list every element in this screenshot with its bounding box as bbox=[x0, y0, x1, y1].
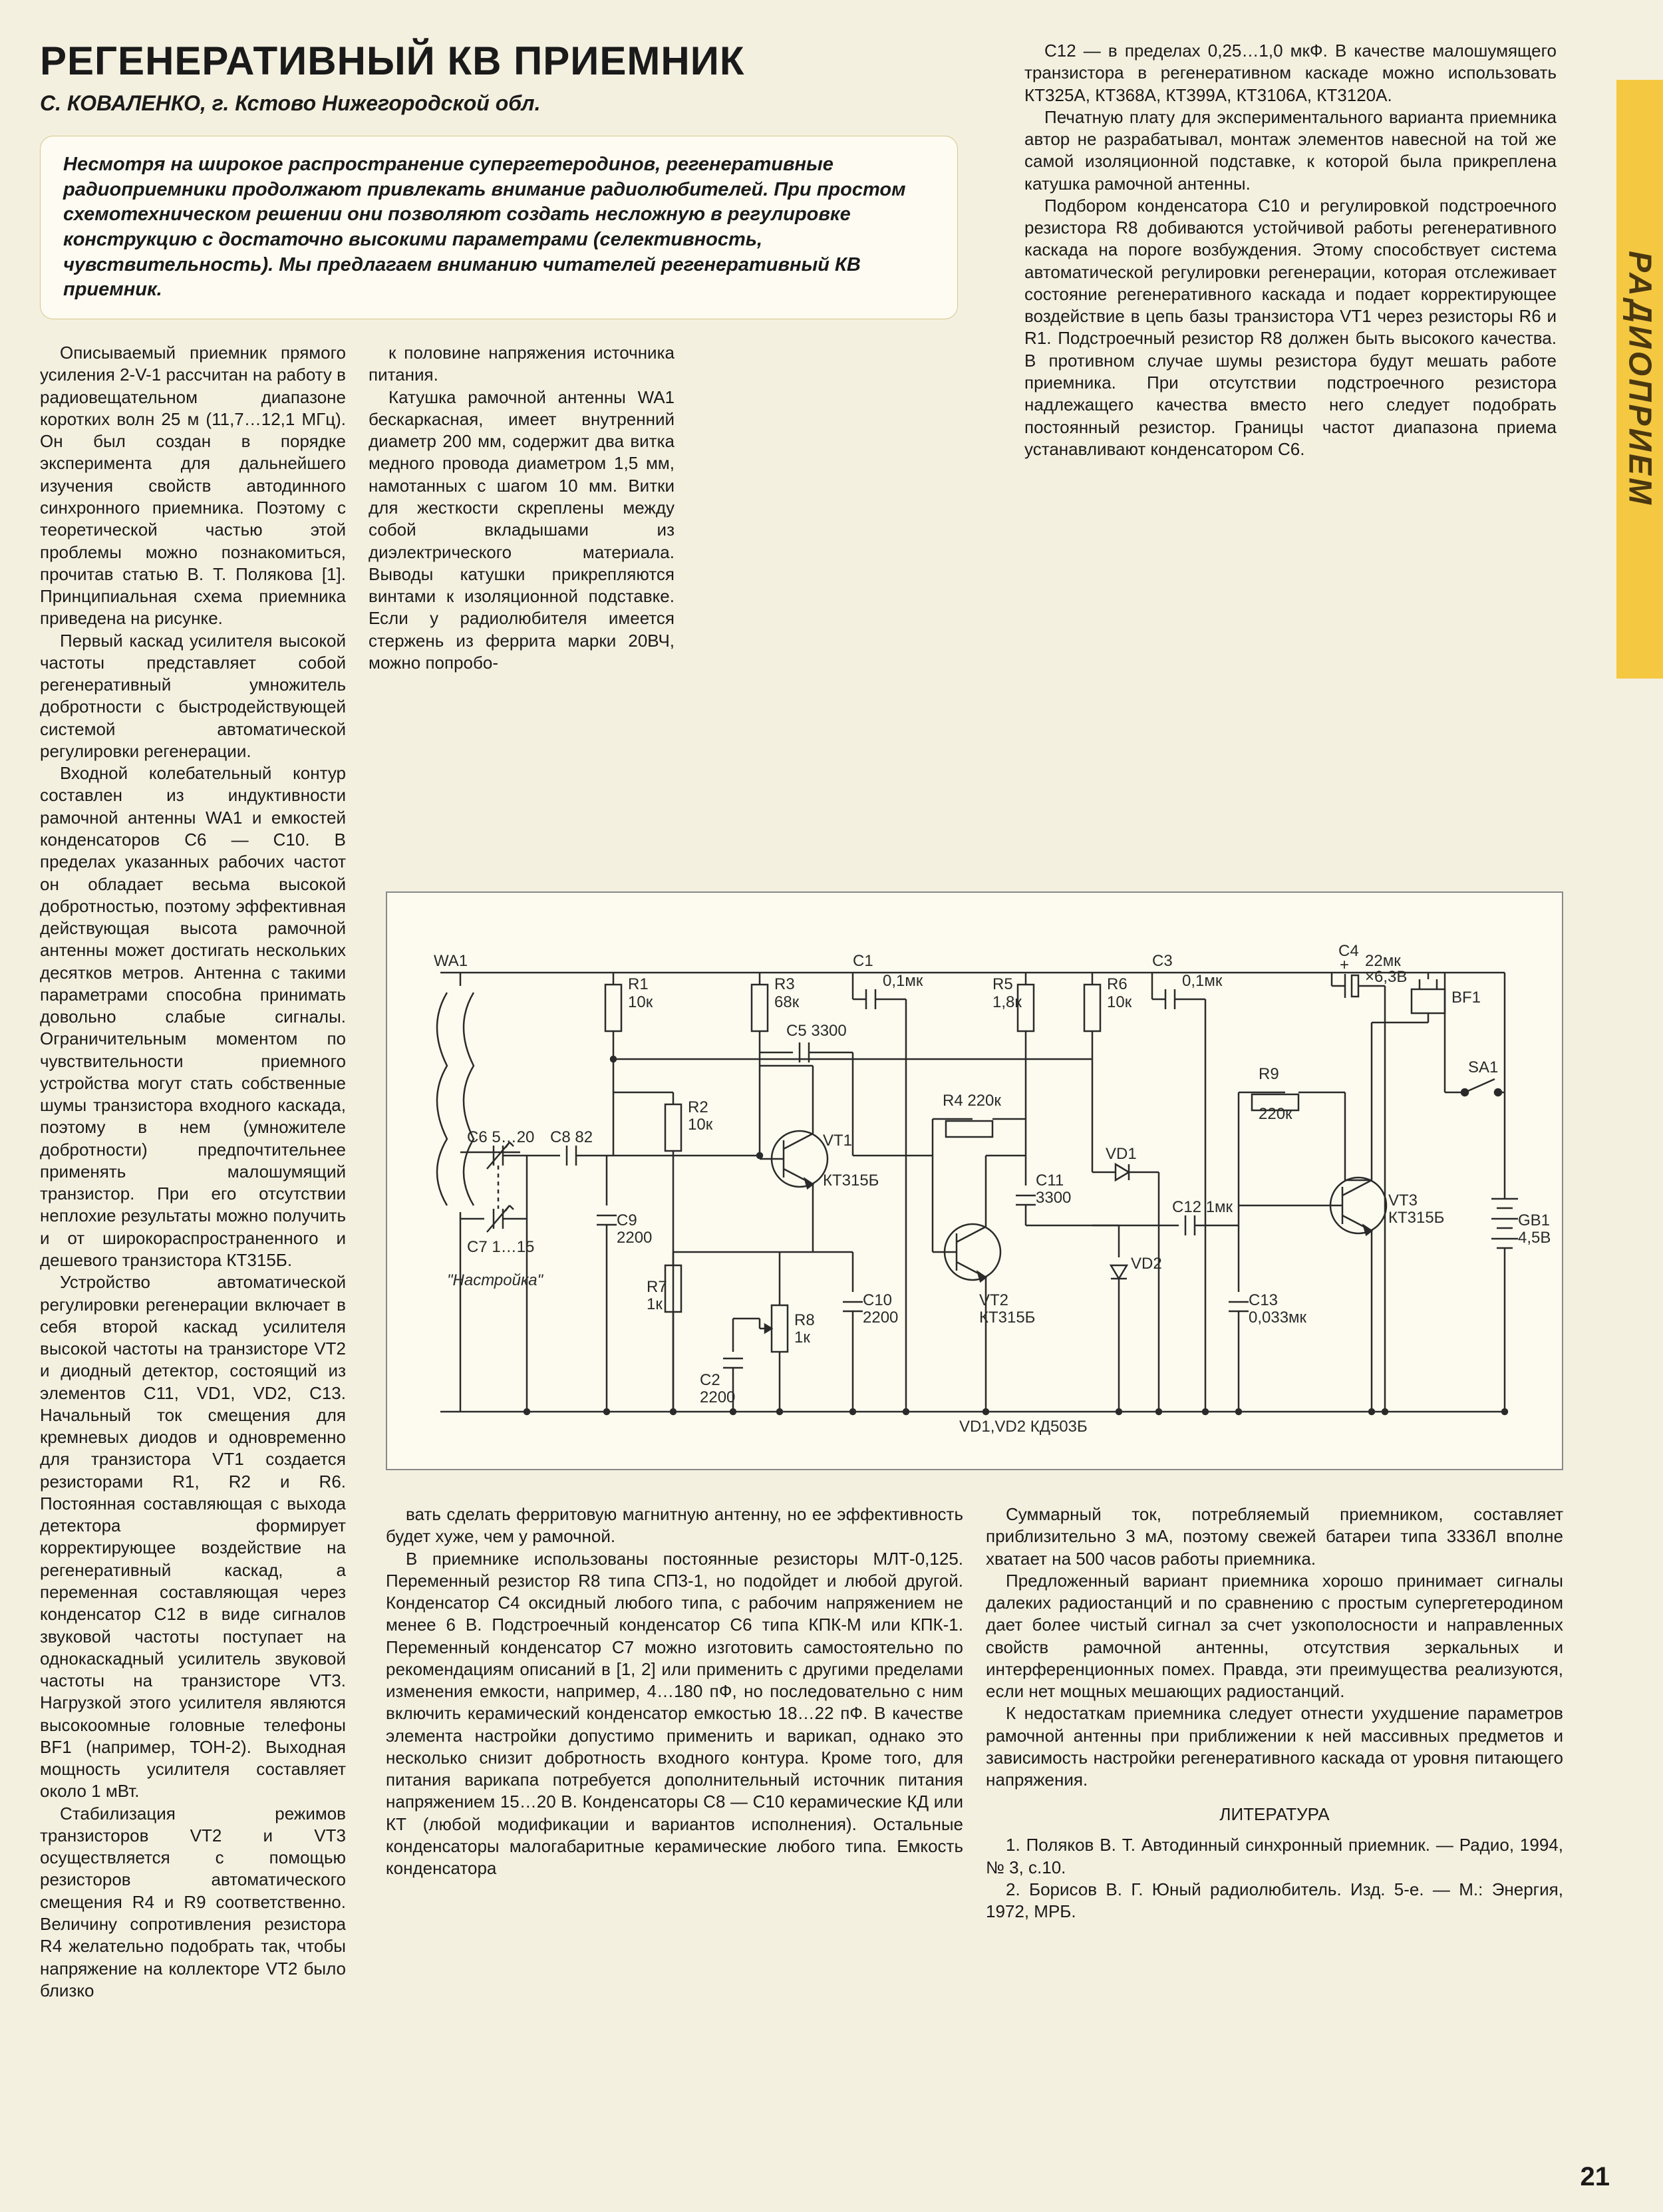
svg-text:GB1: GB1 bbox=[1518, 1211, 1550, 1229]
body-text: Подбором конденсатора С10 и регулировкой… bbox=[1024, 195, 1557, 460]
intro-box: Несмотря на широкое распространение супе… bbox=[40, 136, 958, 319]
svg-text:VT2: VT2 bbox=[979, 1291, 1008, 1309]
svg-text:C3: C3 bbox=[1152, 952, 1173, 970]
svg-text:10к: 10к bbox=[688, 1116, 713, 1134]
svg-text:VD1: VD1 bbox=[1106, 1145, 1137, 1163]
lower-column-1: вать сделать ферритовую магнитную антенн… bbox=[386, 1503, 963, 1923]
svg-text:R9: R9 bbox=[1259, 1065, 1279, 1083]
literature-heading: ЛИТЕРАТУРА bbox=[986, 1804, 1563, 1825]
svg-text:WA1: WA1 bbox=[434, 952, 468, 970]
svg-text:VT1: VT1 bbox=[823, 1132, 852, 1150]
svg-text:VD2: VD2 bbox=[1131, 1255, 1162, 1273]
lower-columns: вать сделать ферритовую магнитную антенн… bbox=[386, 1503, 1563, 1923]
svg-text:10к: 10к bbox=[1107, 993, 1132, 1011]
svg-text:68к: 68к bbox=[774, 993, 800, 1011]
svg-text:3300: 3300 bbox=[1036, 1189, 1071, 1207]
svg-text:C13: C13 bbox=[1249, 1291, 1278, 1309]
body-text: Предложенный вариант приемника хорошо пр… bbox=[986, 1570, 1563, 1703]
body-text: Описываемый приемник прямого усиления 2-… bbox=[40, 342, 346, 629]
circuit-schematic: WA1 C6 5…20 C7 1…15 C8 82 C9 2200 "Настр… bbox=[386, 891, 1563, 1470]
svg-text:"Настройка": "Настройка" bbox=[447, 1271, 544, 1289]
page-number: 21 bbox=[1581, 2162, 1610, 2192]
body-text: В приемнике использованы постоянные рези… bbox=[386, 1548, 963, 1880]
body-text: Печатную плату для экспериментального ва… bbox=[1024, 106, 1557, 195]
svg-text:1к: 1к bbox=[794, 1329, 810, 1346]
svg-text:C10: C10 bbox=[863, 1291, 892, 1309]
svg-text:BF1: BF1 bbox=[1451, 989, 1481, 1007]
svg-text:C12 1мк: C12 1мк bbox=[1172, 1198, 1233, 1216]
body-text: Устройство автоматической регулировки ре… bbox=[40, 1271, 346, 1802]
svg-text:C7 1…15: C7 1…15 bbox=[467, 1238, 534, 1256]
svg-text:КТ315Б: КТ315Б bbox=[979, 1309, 1035, 1327]
svg-text:C11: C11 bbox=[1036, 1172, 1064, 1189]
body-text: Суммарный ток, потребляемый приемником, … bbox=[986, 1503, 1563, 1570]
svg-text:SA1: SA1 bbox=[1468, 1058, 1498, 1076]
svg-text:C5 3300: C5 3300 bbox=[786, 1022, 847, 1040]
svg-text:R2: R2 bbox=[688, 1098, 708, 1116]
lower-column-2: Суммарный ток, потребляемый приемником, … bbox=[986, 1503, 1563, 1923]
body-text: вать сделать ферритовую магнитную антенн… bbox=[386, 1503, 963, 1548]
svg-text:1,8к: 1,8к bbox=[992, 993, 1022, 1011]
svg-text:C6 5…20: C6 5…20 bbox=[467, 1128, 534, 1146]
svg-text:VD1,VD2 КД503Б: VD1,VD2 КД503Б bbox=[959, 1418, 1088, 1436]
svg-text:C2: C2 bbox=[700, 1371, 720, 1389]
svg-text:R3: R3 bbox=[774, 975, 795, 993]
svg-text:2200: 2200 bbox=[700, 1388, 735, 1406]
svg-text:220к: 220к bbox=[1259, 1105, 1292, 1123]
intro-text: Несмотря на широкое распространение супе… bbox=[63, 152, 935, 303]
svg-text:2200: 2200 bbox=[617, 1229, 652, 1247]
svg-text:R8: R8 bbox=[794, 1311, 815, 1329]
body-text: К недостаткам приемника следует отнести … bbox=[986, 1702, 1563, 1791]
svg-text:10к: 10к bbox=[628, 993, 653, 1011]
svg-text:R1: R1 bbox=[628, 975, 649, 993]
body-text: Первый каскад усилителя высокой частоты … bbox=[40, 630, 346, 763]
body-text: Входной колебательный контур составлен и… bbox=[40, 762, 346, 1271]
column-3-top: С12 — в пределах 0,25…1,0 мкФ. В качеств… bbox=[1024, 40, 1557, 460]
body-text: к половине напряжения источника питания. bbox=[369, 342, 675, 387]
svg-text:R5: R5 bbox=[992, 975, 1013, 993]
svg-text:КТ315Б: КТ315Б bbox=[823, 1172, 879, 1189]
literature-item: 2. Борисов В. Г. Юный радиолюбитель. Изд… bbox=[986, 1879, 1563, 1923]
svg-text:0,1мк: 0,1мк bbox=[883, 972, 923, 990]
svg-text:R6: R6 bbox=[1107, 975, 1128, 993]
svg-text:КТ315Б: КТ315Б bbox=[1388, 1209, 1444, 1227]
svg-text:×6,3В: ×6,3В bbox=[1365, 968, 1407, 986]
svg-text:1к: 1к bbox=[647, 1295, 663, 1313]
svg-text:0,1мк: 0,1мк bbox=[1182, 972, 1223, 990]
svg-text:C8 82: C8 82 bbox=[550, 1128, 593, 1146]
svg-text:C1: C1 bbox=[853, 952, 873, 970]
svg-text:4,5В: 4,5В bbox=[1518, 1229, 1551, 1247]
literature-item: 1. Поляков В. Т. Автодинный синхронный п… bbox=[986, 1834, 1563, 1879]
svg-text:2200: 2200 bbox=[863, 1309, 898, 1327]
svg-text:VT3: VT3 bbox=[1388, 1191, 1418, 1209]
svg-text:22мк: 22мк bbox=[1365, 952, 1401, 970]
section-tab: РАДИОПРИЕМ bbox=[1616, 80, 1663, 679]
body-text: Катушка рамочной антенны WA1 бескаркасна… bbox=[369, 387, 675, 674]
svg-text:C4: C4 bbox=[1338, 942, 1359, 960]
svg-text:0,033мк: 0,033мк bbox=[1249, 1309, 1307, 1327]
body-text: Стабилизация режимов транзисторов VT2 и … bbox=[40, 1803, 346, 2002]
body-text: С12 — в пределах 0,25…1,0 мкФ. В качеств… bbox=[1024, 40, 1557, 106]
svg-text:C9: C9 bbox=[617, 1211, 637, 1229]
column-1: Описываемый приемник прямого усиления 2-… bbox=[40, 342, 346, 2002]
svg-text:R4 220к: R4 220к bbox=[943, 1092, 1001, 1110]
svg-text:R7: R7 bbox=[647, 1278, 667, 1296]
